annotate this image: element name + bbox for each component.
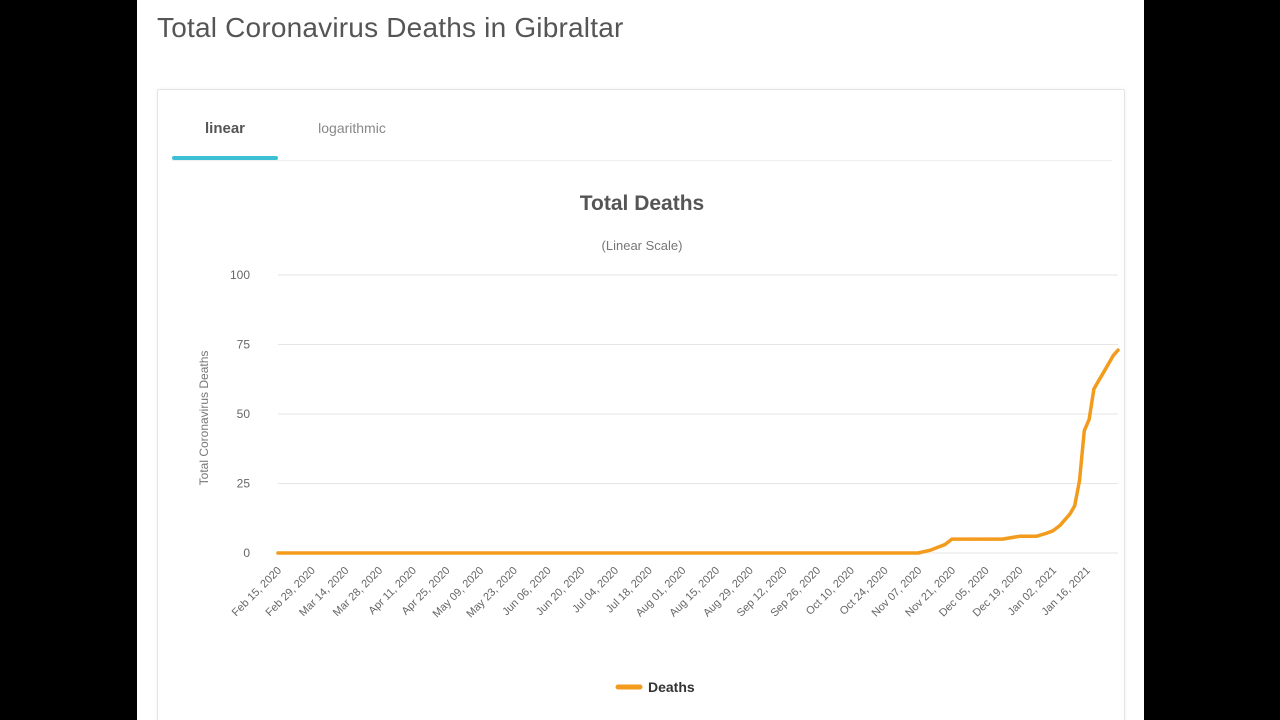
data-point	[950, 537, 954, 541]
y-tick-label: 75	[237, 338, 251, 352]
data-point	[967, 537, 971, 541]
data-point	[1101, 370, 1106, 374]
gridlines	[278, 274, 1118, 554]
tab-linear[interactable]: linear	[204, 120, 246, 137]
data-point	[1111, 354, 1115, 358]
data-point	[943, 543, 947, 547]
tab-logarithmic[interactable]: logarithmic	[318, 120, 386, 136]
scale-tabs: linear logarithmic	[172, 90, 1112, 161]
y-tick-label: 25	[237, 477, 251, 491]
data-point	[928, 548, 932, 552]
data-point	[935, 545, 940, 550]
data-point	[1073, 504, 1077, 508]
data-point	[1077, 479, 1082, 483]
data-point	[1063, 518, 1067, 522]
data-point	[984, 537, 988, 541]
data-point	[1097, 379, 1101, 383]
active-tab-indicator	[172, 156, 278, 160]
series-layer	[276, 348, 1120, 555]
chart-panel: linear logarithmic Total Deaths (Linear …	[157, 89, 1125, 720]
chart-title: Total Deaths	[580, 192, 704, 215]
data-point	[1116, 348, 1120, 352]
data-point	[1017, 534, 1021, 538]
data-point	[916, 551, 920, 555]
data-point	[1044, 531, 1048, 536]
data-point	[1082, 429, 1086, 433]
legend[interactable]: Deaths	[615, 679, 695, 695]
page-container: Total Coronavirus Deaths in Gibraltar li…	[137, 0, 1144, 720]
data-point	[1068, 512, 1072, 516]
y-axis-label: Total Coronavirus Deaths	[197, 351, 211, 486]
y-tick-label: 100	[230, 268, 250, 282]
page-title: Total Coronavirus Deaths in Gibraltar	[157, 12, 624, 43]
data-point	[1034, 534, 1038, 538]
y-tick-label: 50	[237, 407, 251, 421]
data-point	[1106, 362, 1110, 366]
data-point	[1000, 537, 1005, 541]
total-deaths-chart: Total Deaths (Linear Scale) Total Corona…	[197, 192, 1120, 695]
y-axis-ticks: 0 25 50 75 100	[230, 268, 250, 560]
data-point	[1058, 523, 1062, 527]
series-line-deaths	[276, 348, 1120, 555]
data-point	[1051, 529, 1055, 533]
y-tick-label: 0	[243, 546, 250, 560]
chart-subtitle: (Linear Scale)	[602, 238, 683, 253]
data-point	[276, 551, 280, 555]
data-point	[1087, 417, 1091, 422]
data-point	[1092, 387, 1096, 391]
legend-label-deaths[interactable]: Deaths	[648, 679, 695, 695]
